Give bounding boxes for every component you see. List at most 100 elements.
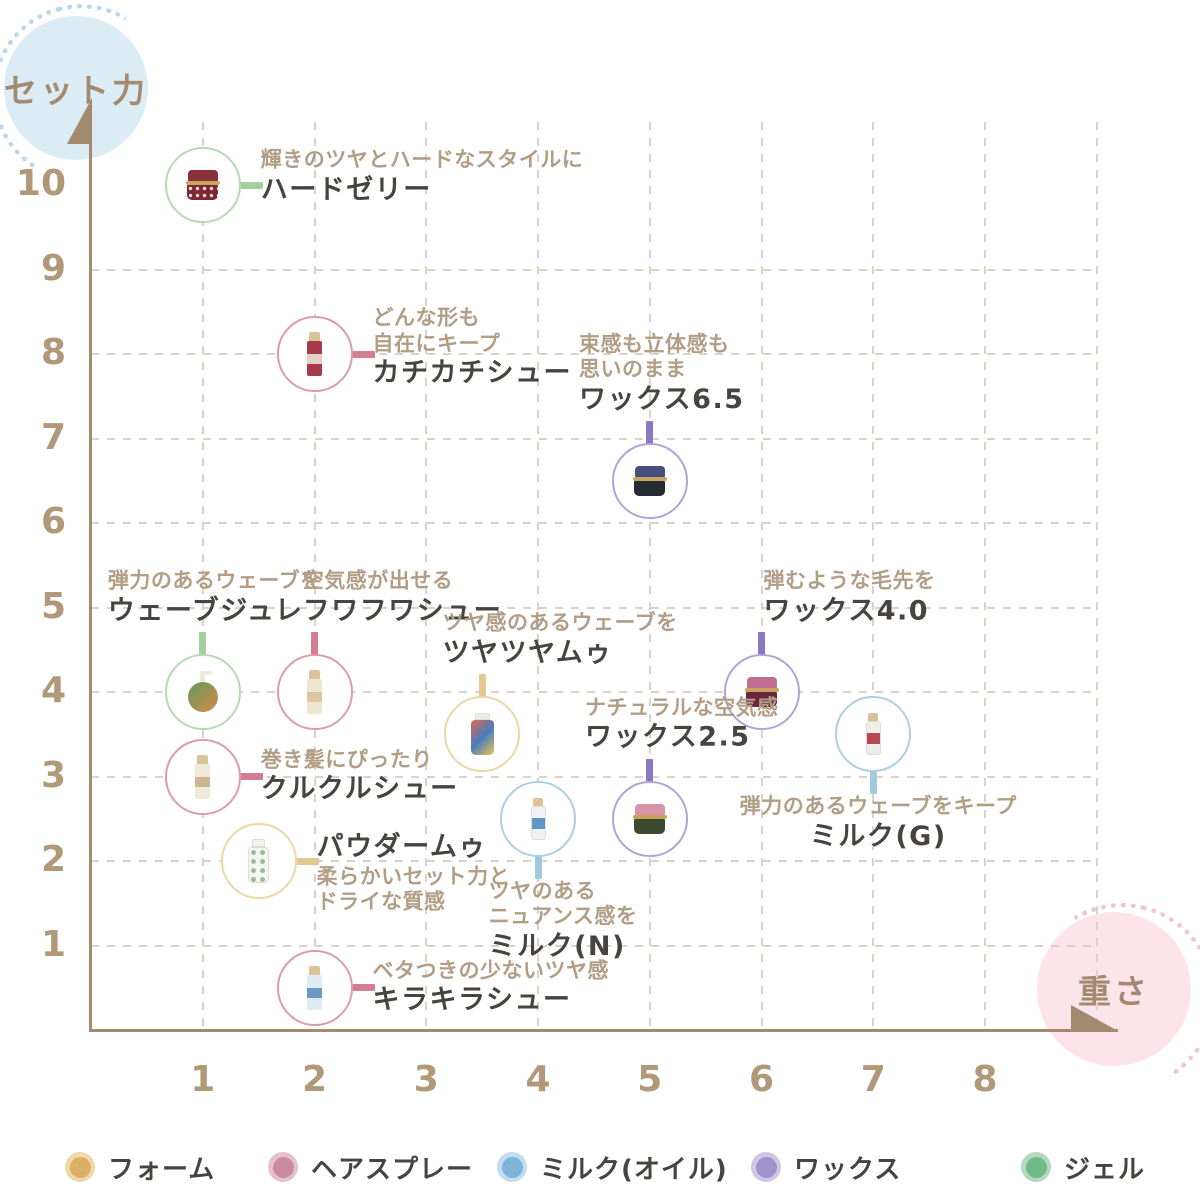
product-name: ハードゼリー xyxy=(260,173,432,205)
gridline-vertical xyxy=(984,122,986,1030)
product-marker-kirakira-shoe[interactable] xyxy=(276,949,353,1026)
product-description: 弾むような毛先を xyxy=(763,568,936,593)
product-marker-powder-mou[interactable] xyxy=(220,823,297,899)
spray-icon xyxy=(195,754,211,799)
gridline-horizontal xyxy=(91,606,1098,609)
x-tick-label: 4 xyxy=(525,1059,551,1100)
label-connector xyxy=(311,632,318,657)
y-tick-label: 8 xyxy=(40,332,66,373)
product-label-hard-jelly: 輝きのツヤとハードなスタイルに ハードゼリー xyxy=(261,147,584,206)
pump-icon xyxy=(187,671,219,713)
gridline-vertical xyxy=(760,122,763,1030)
product-marker-wax-4-0[interactable] xyxy=(723,654,800,730)
y-tick-label: 5 xyxy=(40,585,66,627)
spray-icon xyxy=(307,332,322,376)
x-tick-label: 8 xyxy=(972,1059,998,1100)
product-label-powder-mou: パウダームゥ 柔らかいセット力と ドライな質感 xyxy=(317,831,511,916)
jar-icon xyxy=(185,170,220,200)
y-tick-label: 3 xyxy=(40,754,66,796)
spray-icon xyxy=(307,965,322,1010)
x-axis-title: 重さ xyxy=(1078,972,1150,1011)
product-name: クルクルシュー xyxy=(260,773,459,805)
product-label-wax-6-5: 束感も立体感も 思いのまま ワックス6.5 xyxy=(579,332,745,417)
product-marker-milk-g[interactable] xyxy=(835,696,912,773)
x-tick-label: 7 xyxy=(860,1059,886,1100)
bottle-icon xyxy=(865,713,881,756)
bottle-icon xyxy=(530,797,546,840)
product-marker-wax-6-5[interactable] xyxy=(611,442,688,519)
product-description: 自在にキープ xyxy=(372,331,501,356)
gridline-horizontal xyxy=(91,691,1098,693)
product-label-fuwafuwa-shoe: 空気感が出せる フワフワシュー xyxy=(303,569,503,628)
legend-item-gel: ジェル xyxy=(1021,1150,1145,1185)
jar-icon xyxy=(632,465,667,496)
x-tick-label: 6 xyxy=(748,1059,775,1100)
label-connector xyxy=(237,181,263,189)
product-label-kachikachi-shoe: どんな形も 自在にキープ カチカチシュー xyxy=(373,306,573,391)
legend-item-hairspray: ヘアスプレー xyxy=(268,1150,474,1185)
product-name: ウェーブジュレ xyxy=(107,595,304,627)
gridline-vertical xyxy=(648,122,651,1030)
y-tick-label: 2 xyxy=(40,839,66,880)
y-tick-label: 4 xyxy=(40,670,66,711)
product-label-kurukuru-shoe: 巻き髪にぴったり クルクルシュー xyxy=(261,747,459,806)
jar-icon xyxy=(744,677,779,707)
x-axis-line xyxy=(89,1029,1118,1032)
gridline-horizontal xyxy=(91,268,1098,271)
product-label-wave-jule: 弾力のあるウェーブを ウェーブジュレ xyxy=(108,569,322,628)
label-connector xyxy=(646,420,654,446)
product-marker-fuwafuwa-shoe[interactable] xyxy=(276,654,353,730)
gridline-horizontal xyxy=(91,775,1098,778)
product-marker-milk-n[interactable] xyxy=(500,780,576,857)
product-name: ワックス6.5 xyxy=(578,384,745,415)
product-marker-tsuyatsuya-mou[interactable] xyxy=(444,696,521,773)
product-description: ベタつきの少ないツヤ感 xyxy=(372,958,609,983)
mousse-icon xyxy=(470,713,494,756)
gridline-horizontal xyxy=(91,522,1098,524)
y-tick-label: 10 xyxy=(15,163,66,204)
product-name: キラキラシュー xyxy=(372,984,572,1016)
product-marker-hard-jelly[interactable] xyxy=(164,147,241,223)
gridline-vertical xyxy=(872,122,875,1030)
product-label-wax-4-0: 弾むような毛先を ワックス4.0 xyxy=(764,569,936,628)
product-label-kirakira-shoe: ベタつきの少ないツヤ感 キラキラシュー xyxy=(373,958,610,1017)
label-connector xyxy=(349,350,375,358)
x-tick-label: 2 xyxy=(301,1059,328,1100)
gridline-horizontal xyxy=(91,437,1098,440)
hairspray-color-dot-icon xyxy=(268,1152,298,1182)
label-connector xyxy=(237,773,263,780)
gel-color-dot-icon xyxy=(1021,1152,1051,1182)
gridline-horizontal xyxy=(91,353,1098,355)
product-description: ナチュラルな空気感 xyxy=(585,695,779,720)
y-axis-line xyxy=(89,112,92,1032)
product-description: ニュアンス感を xyxy=(488,904,638,929)
legend-item-wax: ワックス xyxy=(751,1150,901,1185)
product-description: 思いのまま xyxy=(578,357,687,382)
product-description: 弾力のあるウェーブを xyxy=(107,568,322,593)
legend-label-hairspray: ヘアスプレー xyxy=(311,1154,474,1185)
gridline-vertical xyxy=(201,122,204,1030)
wax-color-dot-icon xyxy=(751,1152,781,1182)
gridline-vertical xyxy=(1095,122,1098,1030)
product-marker-wave-jule[interactable] xyxy=(164,654,241,730)
product-marker-wax-2-5[interactable] xyxy=(611,780,688,857)
foam-color-dot-icon xyxy=(65,1152,95,1182)
milk-color-dot-icon xyxy=(497,1152,527,1182)
x-tick-label: 5 xyxy=(637,1059,663,1100)
product-name: カチカチシュー xyxy=(372,357,572,389)
product-name: ワックス4.0 xyxy=(763,595,930,627)
product-marker-kachikachi-shoe[interactable] xyxy=(276,316,353,392)
product-description: ドライな質感 xyxy=(316,889,446,914)
x-axis-label-badge: 重さ xyxy=(1037,912,1191,1066)
label-connector xyxy=(293,857,319,865)
y-axis-title: セット力 xyxy=(4,71,148,110)
gridline-vertical xyxy=(425,122,428,1030)
label-connector xyxy=(349,984,375,992)
product-description: 巻き髪にぴったり xyxy=(260,746,433,771)
x-tick-label: 3 xyxy=(413,1059,439,1100)
product-marker-kurukuru-shoe[interactable] xyxy=(164,738,241,815)
legend-item-milk: ミルク(オイル) xyxy=(497,1150,728,1185)
y-tick-label: 1 xyxy=(40,923,66,965)
label-connector xyxy=(478,674,486,700)
